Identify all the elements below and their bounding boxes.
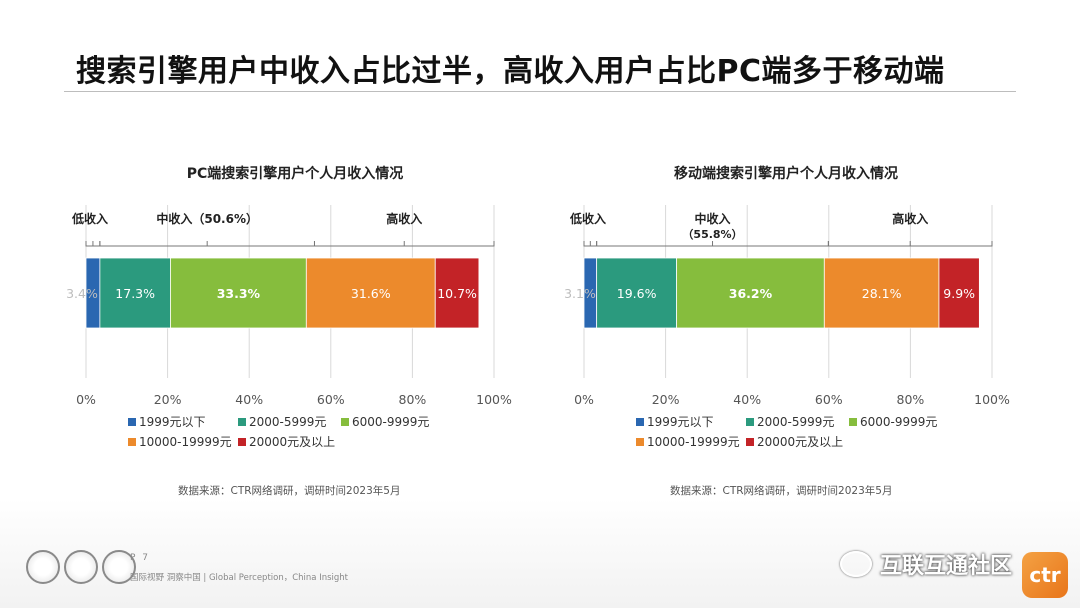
title-divider bbox=[64, 91, 1016, 92]
x-tick-label: 60% bbox=[317, 392, 345, 407]
bracket-label: 高收入 bbox=[386, 211, 422, 226]
seal-icon bbox=[64, 550, 98, 584]
data-label: 31.6% bbox=[351, 286, 391, 301]
legend-label: 10000-19999元 bbox=[139, 435, 232, 449]
source-note-pc: 数据来源：CTR网络调研，调研时间2023年5月 bbox=[178, 485, 401, 497]
x-tick-label: 80% bbox=[399, 392, 427, 407]
data-label: 17.3% bbox=[115, 286, 155, 301]
legend-swatch bbox=[746, 438, 754, 446]
x-tick-label: 20% bbox=[154, 392, 182, 407]
x-tick-label: 40% bbox=[235, 392, 263, 407]
seal-icon bbox=[26, 550, 60, 584]
data-label: 3.1% bbox=[564, 286, 596, 301]
bar-segment bbox=[305, 257, 436, 329]
legend-label: 2000-5999元 bbox=[249, 415, 326, 429]
legend-label: 20000元及以上 bbox=[757, 435, 843, 449]
bracket-label: 中收入 bbox=[695, 211, 731, 226]
x-tick-label: 100% bbox=[476, 392, 512, 407]
legend-swatch bbox=[238, 418, 246, 426]
seal-icon bbox=[102, 550, 136, 584]
legend-label: 10000-19999元 bbox=[647, 435, 740, 449]
bar-segment bbox=[99, 257, 171, 329]
legend-label: 1999元以下 bbox=[647, 415, 714, 429]
bracket-label: 低收入 bbox=[569, 211, 606, 226]
legend-label: 20000元及以上 bbox=[249, 435, 335, 449]
x-tick-label: 0% bbox=[76, 392, 96, 407]
footer-tagline: 国际视野 洞察中国 | Global Perception，China Insi… bbox=[130, 573, 349, 583]
bar-segment bbox=[938, 257, 980, 329]
data-label: 9.9% bbox=[943, 286, 975, 301]
x-tick-label: 60% bbox=[815, 392, 843, 407]
chart-title: PC端搜索引擎用户个人月收入情况 bbox=[187, 165, 404, 182]
bracket-label: 低收入 bbox=[71, 211, 108, 226]
bar-segment bbox=[170, 257, 307, 329]
legend-label: 6000-9999元 bbox=[352, 415, 429, 429]
source-note-mobile: 数据来源：CTR网络调研，调研时间2023年5月 bbox=[670, 485, 893, 497]
data-label: 19.6% bbox=[617, 286, 657, 301]
legend-swatch bbox=[849, 418, 857, 426]
legend-swatch bbox=[746, 418, 754, 426]
bracket-sublabel: （55.8%） bbox=[682, 228, 742, 241]
chart-title: 移动端搜索引擎用户个人月收入情况 bbox=[674, 165, 898, 182]
x-tick-label: 100% bbox=[974, 392, 1010, 407]
bracket-label: 中收入（50.6%） bbox=[156, 211, 258, 226]
certification-logos bbox=[26, 550, 136, 584]
watermark: 互联互通社区 bbox=[840, 548, 1012, 580]
page-title: 搜索引擎用户中收入占比过半，高收入用户占比PC端多于移动端 bbox=[76, 54, 945, 89]
bracket-label: 高收入 bbox=[892, 211, 928, 226]
legend-swatch bbox=[341, 418, 349, 426]
page-number: P 7 bbox=[130, 553, 151, 563]
legend-swatch bbox=[636, 438, 644, 446]
x-tick-label: 0% bbox=[574, 392, 594, 407]
data-label: 3.4% bbox=[66, 286, 98, 301]
x-tick-label: 40% bbox=[733, 392, 761, 407]
data-label: 36.2% bbox=[729, 286, 773, 301]
legend-swatch bbox=[238, 438, 246, 446]
x-tick-label: 20% bbox=[652, 392, 680, 407]
legend-label: 1999元以下 bbox=[139, 415, 206, 429]
wechat-icon bbox=[840, 551, 872, 577]
legend-swatch bbox=[128, 438, 136, 446]
bar-segment bbox=[434, 257, 480, 329]
legend-label: 6000-9999元 bbox=[860, 415, 937, 429]
data-label: 33.3% bbox=[217, 286, 261, 301]
bar-segment bbox=[676, 257, 825, 329]
data-label: 28.1% bbox=[862, 286, 902, 301]
footer-background bbox=[0, 498, 1080, 608]
legend-label: 2000-5999元 bbox=[757, 415, 834, 429]
legend-swatch bbox=[636, 418, 644, 426]
bar-segment bbox=[596, 257, 678, 329]
data-label: 10.7% bbox=[437, 286, 477, 301]
watermark-text: 互联互通社区 bbox=[880, 554, 1013, 579]
x-tick-label: 80% bbox=[897, 392, 925, 407]
bar-segment bbox=[823, 257, 940, 329]
ctr-logo: ctr bbox=[1022, 552, 1068, 598]
legend-swatch bbox=[128, 418, 136, 426]
